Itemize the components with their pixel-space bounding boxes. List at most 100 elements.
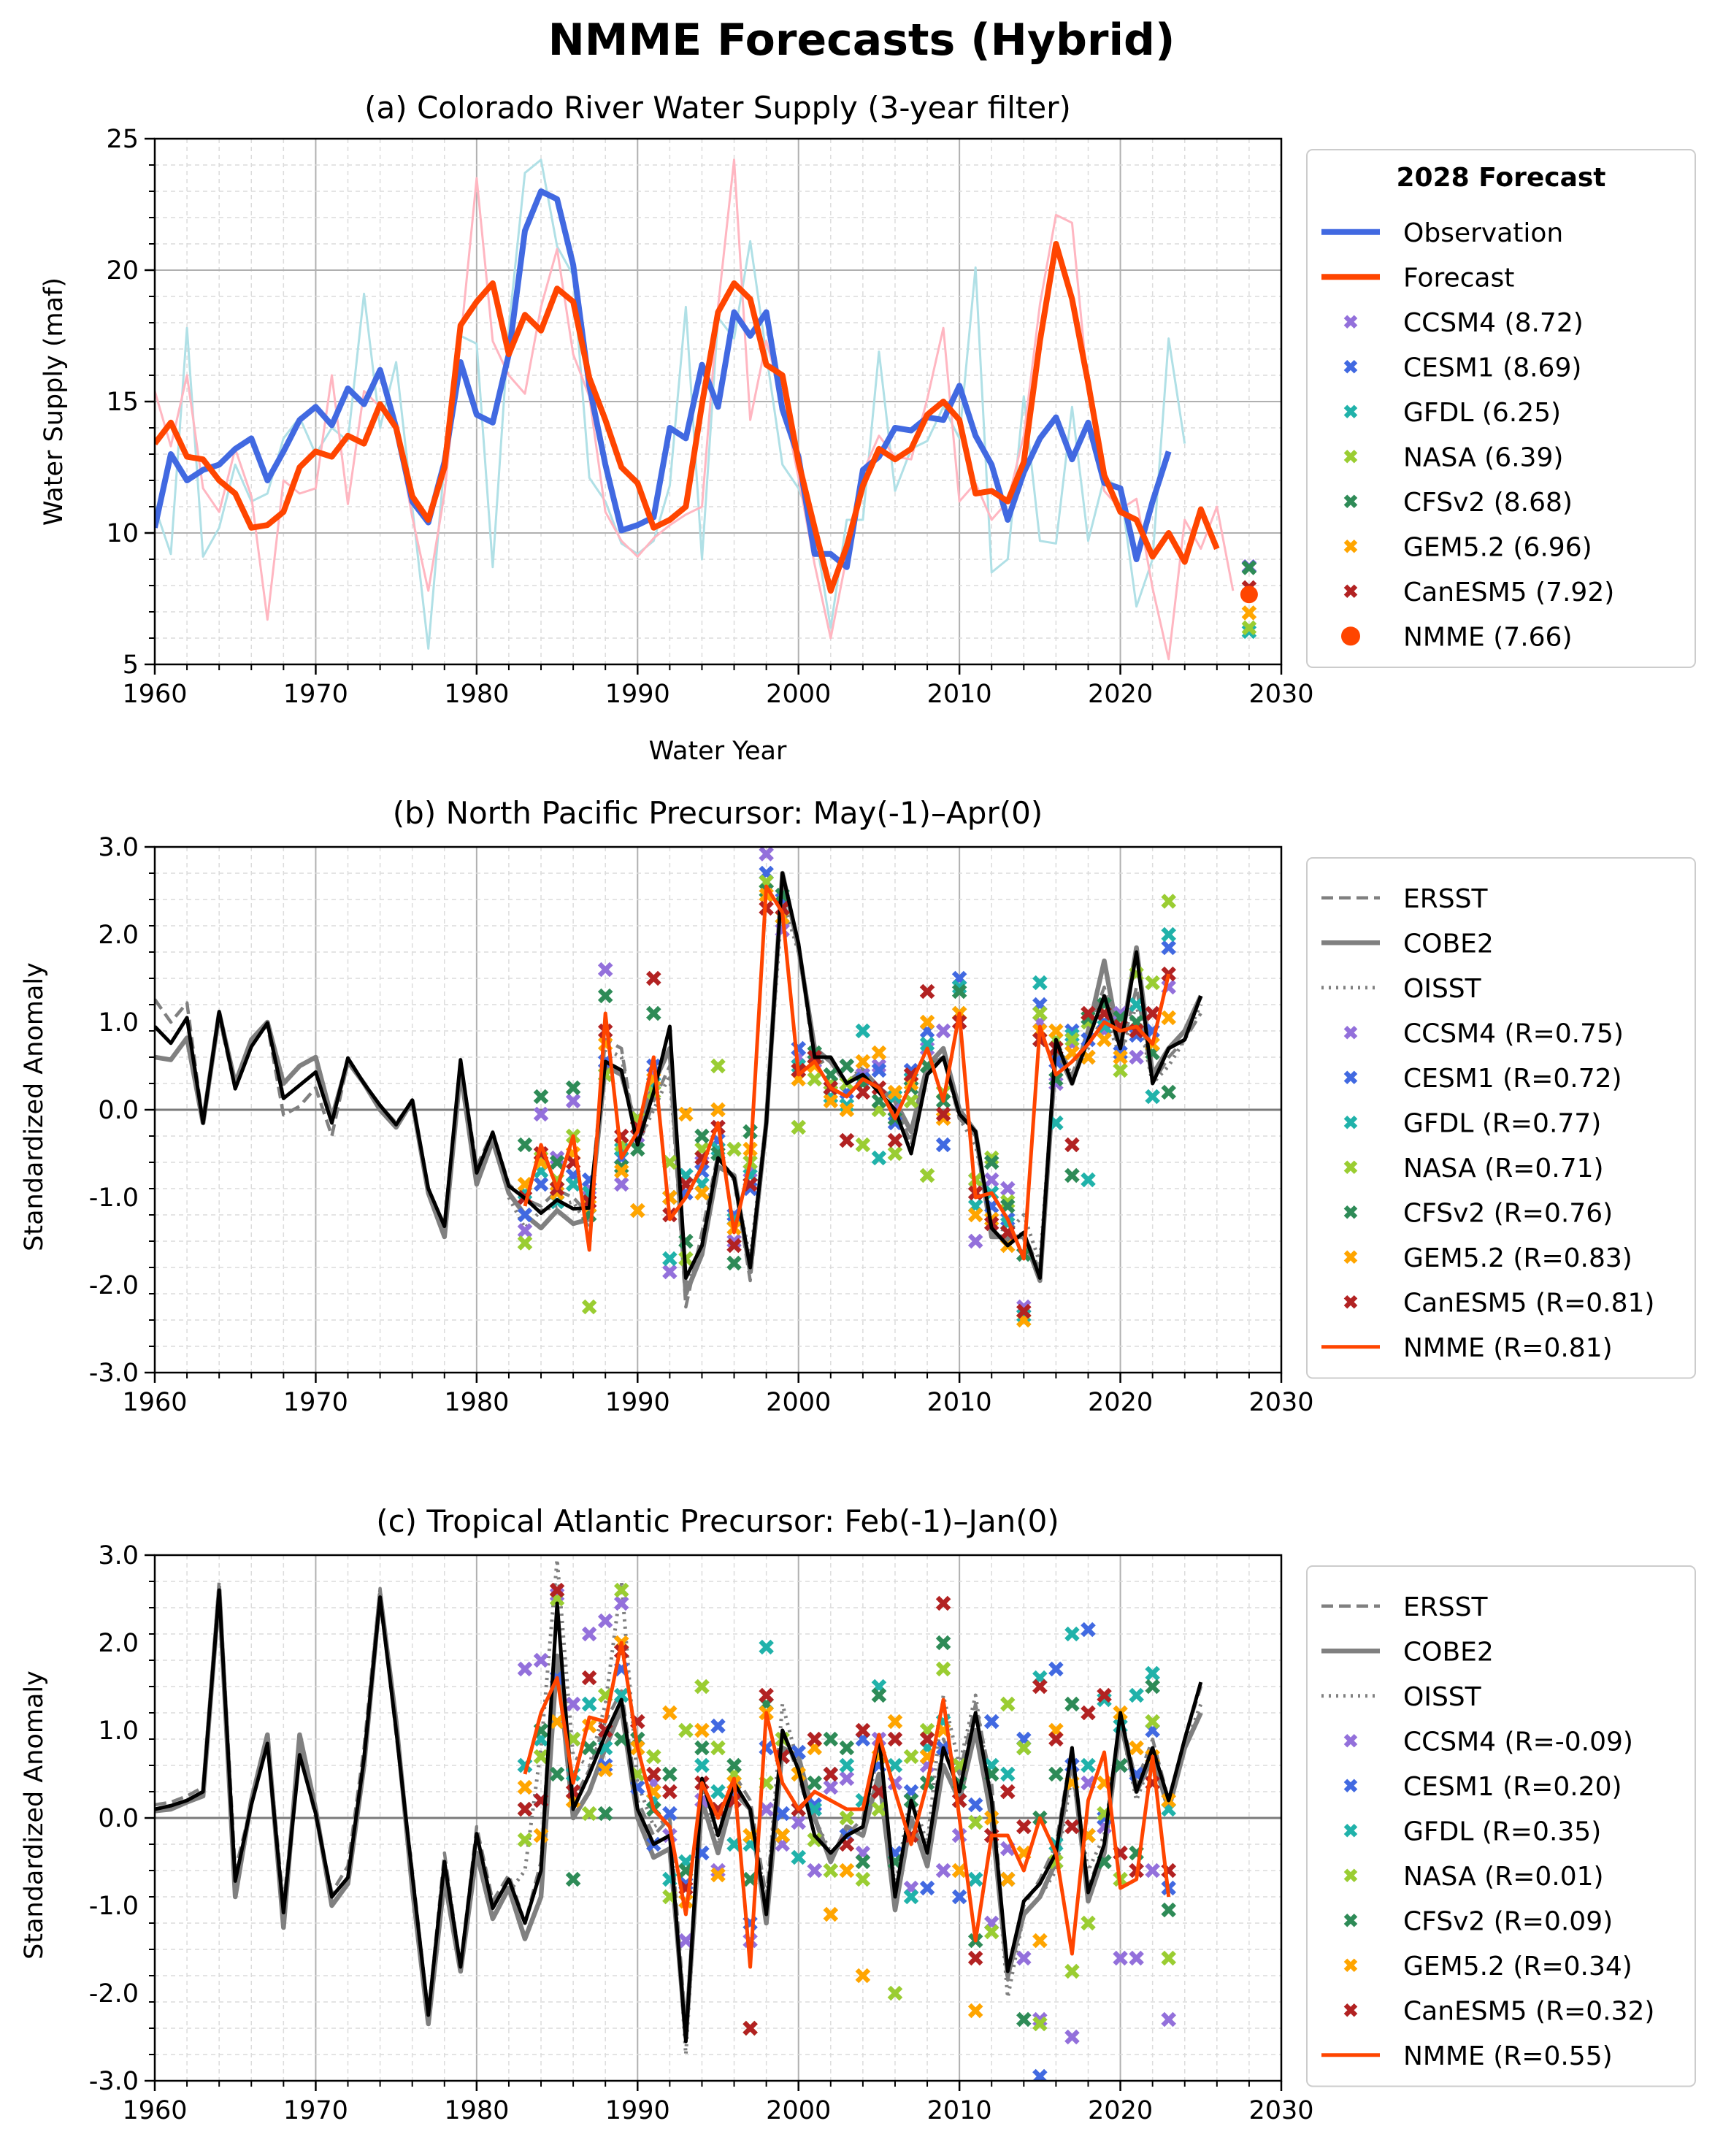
- legend-label-canesm5-7-92: CanESM5 (7.92): [1403, 578, 1614, 607]
- line-observation: [155, 188, 1172, 570]
- marker-ccsm4-r-0-09: [1064, 2029, 1080, 2045]
- marker-gem5-2-r-0-34: [887, 1714, 903, 1730]
- marker-nasa-r-0-71: [517, 1235, 533, 1251]
- x-tick-label: 1980: [444, 1388, 509, 1417]
- marker-ccsm4-r-0-09: [935, 1862, 951, 1879]
- marker-ccsm4-r-0-75: [999, 1181, 1016, 1197]
- legend-label-ccsm4-8-72: CCSM4 (8.72): [1403, 308, 1584, 338]
- x-tick-label: 1990: [605, 1388, 670, 1417]
- x-tick-label: 1980: [444, 2096, 509, 2125]
- legend-label-forecast: Forecast: [1403, 263, 1514, 293]
- marker-cfsv2-r-0-09: [1113, 1757, 1128, 1773]
- y-tick-label: 1.0: [98, 1008, 139, 1037]
- legend-label-gem5-2-r-0-34: GEM5.2 (R=0.34): [1403, 1952, 1632, 1982]
- marker-gem5-2-r-0-83: [871, 1045, 887, 1061]
- marker-cfsv2-r-0-76: [565, 1080, 581, 1096]
- y-tick-label: -3.0: [89, 2067, 139, 2096]
- marker-cfsv2-r-0-76: [613, 1159, 629, 1175]
- marker-cesm1-r-0-20: [983, 1714, 999, 1730]
- legend-marker-cfsv2-r-0-09: [1343, 1913, 1358, 1927]
- marker-cfsv2-r-0-09: [581, 1740, 597, 1756]
- marker-gfdl-r-0-35: [613, 1687, 629, 1703]
- legend-label-observation: Observation: [1403, 218, 1563, 248]
- legend-marker-nasa-r-0-71: [1343, 1160, 1358, 1175]
- marker-nasa-r-0-01: [807, 1832, 823, 1848]
- legend-marker-ccsm4-r-0-09: [1343, 1733, 1358, 1748]
- marker-gem5-2-r-0-34: [710, 1867, 726, 1883]
- legend-title: 2028 Forecast: [1396, 163, 1605, 193]
- marker-nasa-r-0-01: [887, 1985, 903, 2001]
- line-nmme-r-0-55: [523, 1641, 1171, 1969]
- marker-gem5-2-r-0-83: [678, 1106, 694, 1122]
- panel-b-series: [155, 847, 1203, 1328]
- marker-gfdl-r-0-35: [903, 1889, 919, 1905]
- legend-marker-gfdl-r-0-77: [1343, 1115, 1358, 1129]
- marker-ccsm4-r-0-75: [1129, 1049, 1144, 1065]
- marker-gfdl-r-0-77: [1081, 1172, 1096, 1188]
- legend-label-ersst: ERSST: [1403, 1592, 1488, 1622]
- y-tick-label: 0.0: [98, 1096, 139, 1125]
- marker-nmme-7-66: [1240, 586, 1258, 604]
- marker-gfdl-r-0-35: [1145, 1665, 1160, 1681]
- line-composite: [155, 1588, 1203, 2044]
- marker-gem5-2-r-0-34: [967, 2003, 983, 2019]
- marker-nasa-r-0-71: [855, 1137, 871, 1153]
- legend-label-gfdl-r-0-77: GFDL (R=0.77): [1403, 1108, 1601, 1138]
- marker-cfsv2-r-0-76: [533, 1089, 549, 1105]
- marker-cfsv2-r-0-09: [935, 1635, 951, 1651]
- marker-canesm5-r-0-32: [646, 1766, 661, 1782]
- marker-gfdl-r-0-77: [1032, 975, 1048, 991]
- marker-canesm5-r-0-32: [759, 1687, 774, 1703]
- marker-ccsm4-r-0-09: [710, 1862, 726, 1879]
- marker-gfdl-r-0-35: [839, 1757, 855, 1773]
- marker-gem5-2-r-0-34: [951, 1862, 967, 1879]
- marker-nasa-r-0-71: [1113, 1062, 1128, 1078]
- marker-gfdl-r-0-77: [1064, 1027, 1080, 1043]
- marker-ccsm4-r-0-09: [565, 1696, 581, 1712]
- marker-gem5-2-r-0-83: [694, 1185, 710, 1201]
- marker-cfsv2-r-0-09: [1048, 1766, 1064, 1782]
- y-tick-label: 20: [106, 256, 139, 285]
- marker-gem5-2-r-0-34: [775, 1827, 790, 1844]
- x-tick-label: 2000: [766, 2096, 831, 2125]
- legend-marker-cfsv2-8-68: [1343, 494, 1358, 509]
- marker-canesm5-r-0-81: [726, 1238, 742, 1254]
- marker-nasa-r-0-01: [839, 1810, 855, 1826]
- marker-ccsm4-r-0-09: [533, 1652, 549, 1668]
- legend-marker-cesm1-r-0-72: [1343, 1070, 1358, 1085]
- marker-canesm5-r-0-81: [839, 1132, 855, 1148]
- marker-cesm1-r-0-20: [662, 1806, 678, 1822]
- marker-canesm5-r-0-32: [517, 1801, 533, 1817]
- marker-cfsv2-r-0-09: [871, 1687, 887, 1703]
- marker-gfdl-r-0-35: [1097, 1692, 1112, 1708]
- x-tick-label: 2030: [1248, 2096, 1313, 2125]
- legend-label-cfsv2-r-0-09: CFSv2 (R=0.09): [1403, 1906, 1613, 1936]
- marker-ccsm4-r-0-75: [759, 847, 774, 862]
- x-tick-label: 2020: [1088, 2096, 1153, 2125]
- marker-canesm5-r-0-32: [967, 1950, 983, 1966]
- marker-ccsm4-r-0-09: [1129, 1950, 1144, 1966]
- marker-nasa-r-0-01: [581, 1806, 597, 1822]
- marker-nasa-r-0-01: [1032, 2016, 1048, 2032]
- marker-nasa-r-0-71: [887, 1146, 903, 1162]
- marker-gem5-2-r-0-34: [1129, 1740, 1144, 1756]
- x-tick-label: 1970: [283, 2096, 348, 2125]
- y-tick-label: 2.0: [98, 1629, 139, 1658]
- marker-gem5-2-r-0-83: [935, 1110, 951, 1127]
- marker-gem5-2-r-0-34: [517, 1779, 533, 1795]
- marker-gfdl-r-0-35: [887, 1757, 903, 1773]
- marker-ccsm4-r-0-75: [983, 1172, 999, 1188]
- legend-label-canesm5-r-0-32: CanESM5 (R=0.32): [1403, 1996, 1654, 2026]
- figure-title: NMME Forecasts (Hybrid): [548, 15, 1175, 66]
- marker-gfdl-r-0-35: [791, 1849, 807, 1865]
- legend-label-canesm5-r-0-81: CanESM5 (R=0.81): [1403, 1288, 1654, 1318]
- marker-canesm5-r-0-81: [855, 1084, 871, 1100]
- legend-label-ccsm4-r-0-09: CCSM4 (R=-0.09): [1403, 1727, 1633, 1757]
- y-tick-label: 10: [106, 519, 139, 548]
- x-tick-label: 1970: [283, 1388, 348, 1417]
- marker-ccsm4-r-0-75: [613, 1176, 629, 1192]
- marker-cesm1-r-0-20: [1081, 1622, 1096, 1638]
- panel-north-pacific: (b) North Pacific Precursor: May(-1)–Apr…: [20, 795, 1696, 1417]
- marker-nasa-r-0-01: [823, 1862, 839, 1879]
- marker-gem5-2-r-0-83: [1113, 1049, 1128, 1065]
